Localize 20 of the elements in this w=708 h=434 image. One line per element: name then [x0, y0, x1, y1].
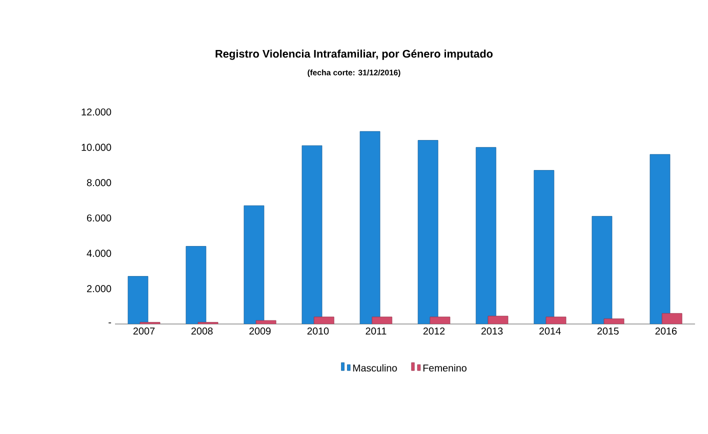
x-tick-label: 2007	[133, 328, 155, 335]
y-tick-label: 2.000	[87, 285, 112, 292]
y-tick-label: 12.000	[82, 108, 112, 116]
legend-label: Femenino	[423, 364, 466, 372]
y-tick-label: 4.000	[86, 250, 112, 257]
y-tick-label: 6.000	[87, 214, 112, 222]
y-tick-label: 8.000	[86, 179, 112, 186]
legend-label: Masculino	[353, 364, 397, 372]
chart-title: Registro Violencia Intrafamiliar, por Género imputado	[216, 50, 493, 60]
x-tick-label: 2013	[481, 328, 503, 335]
x-tick-label: 2012	[423, 328, 445, 335]
x-tick-label: 2008	[191, 328, 213, 335]
x-tick-label: 2014	[539, 328, 561, 335]
x-tick-label: 2016	[655, 328, 677, 335]
y-tick-label: 10.000	[82, 144, 112, 151]
x-tick-label: 2015	[597, 328, 619, 335]
x-tick-label: 2010	[307, 328, 329, 335]
y-tick-label: -	[108, 322, 112, 324]
x-tick-label: 2011	[366, 328, 386, 335]
x-tick-label: 2009	[249, 328, 271, 335]
